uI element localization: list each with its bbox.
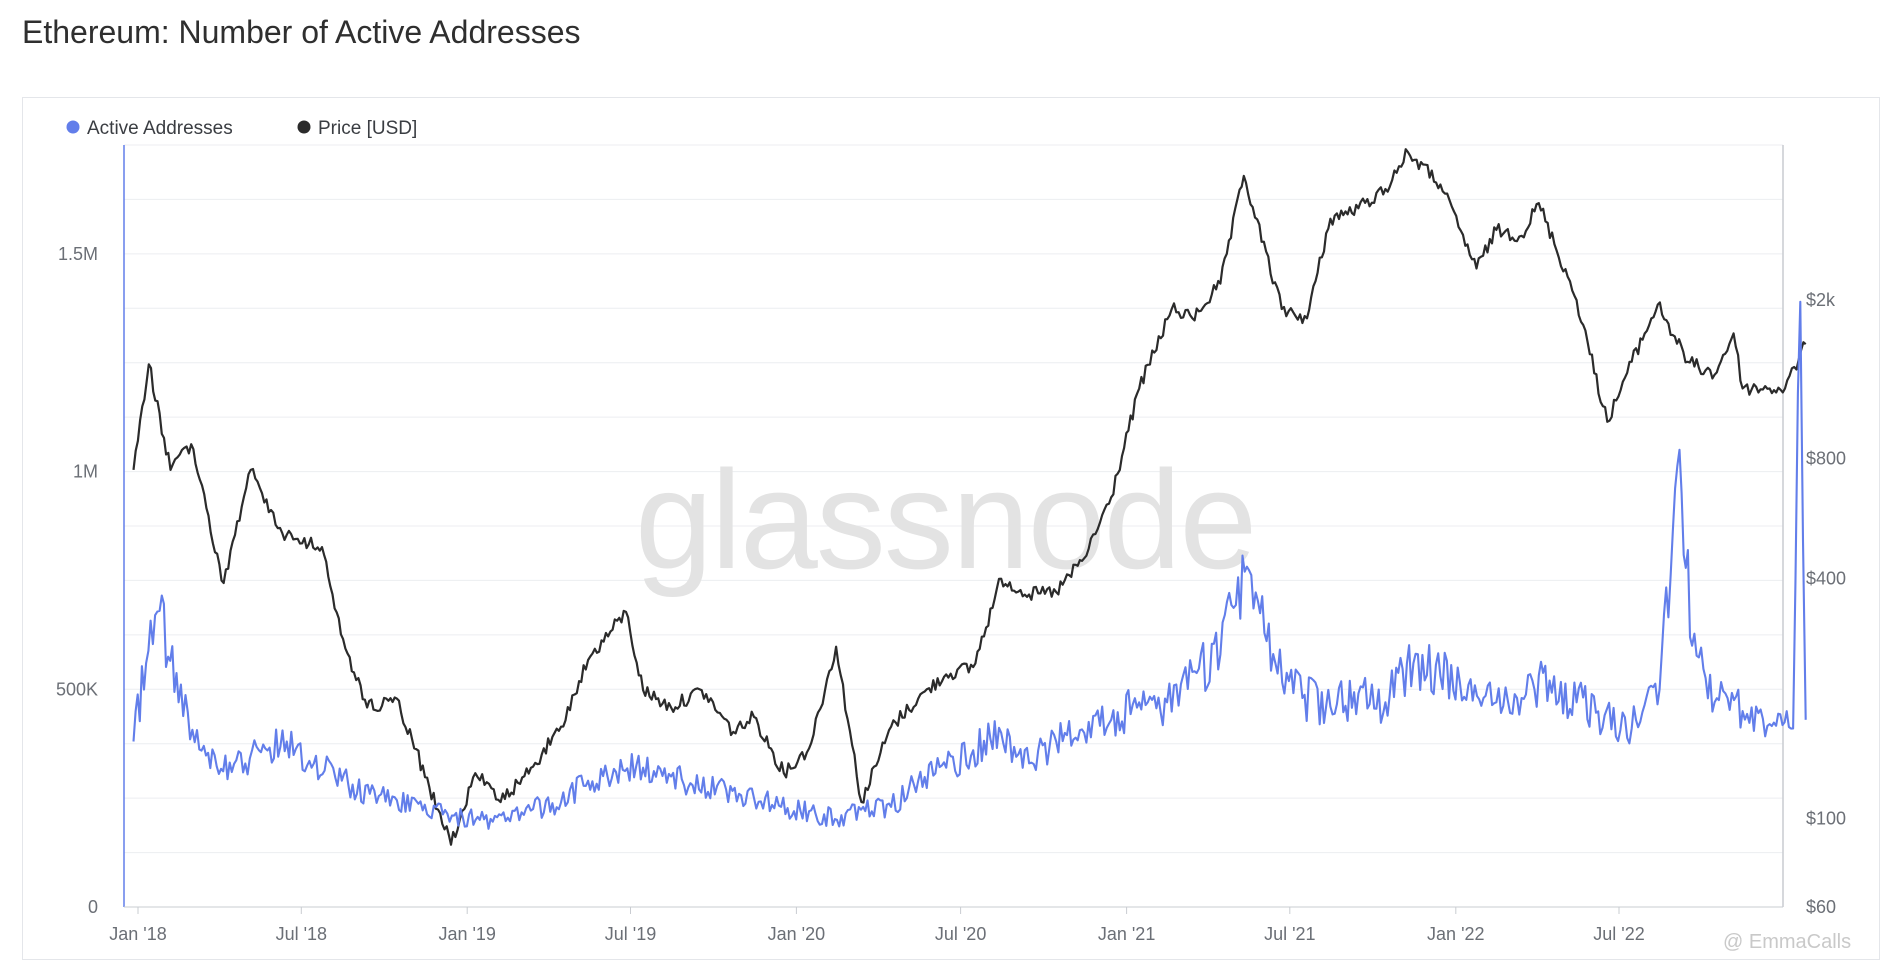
y-left-tick-label: 500K <box>56 679 98 699</box>
credit-text: @ EmmaCalls <box>1723 931 1851 953</box>
legend-swatch <box>297 120 311 134</box>
x-tick-label: Jan '22 <box>1427 924 1484 944</box>
y-right-tick-label: $800 <box>1806 449 1846 469</box>
legend: Active Addresses Price [USD] <box>66 118 417 139</box>
legend-item-label[interactable]: Price [USD] <box>318 118 417 139</box>
tick-labels: Jan '18 Jul '18 Jan '19 Jul '19 Jan '20 Jul '… <box>56 244 1846 944</box>
y-right-tick-label: $400 <box>1806 569 1846 589</box>
axes <box>123 145 1784 908</box>
grid-lines <box>124 144 1783 908</box>
legend-item-label[interactable]: Active Addresses <box>87 118 233 139</box>
x-tick-label: Jul '20 <box>935 924 986 944</box>
y-left-tick-label: 0 <box>88 897 98 917</box>
x-tick-label: Jan '21 <box>1098 924 1155 944</box>
chart-panel <box>22 97 1880 960</box>
x-tick-label: Jan '20 <box>768 924 825 944</box>
x-tick-label: Jul '18 <box>276 924 327 944</box>
x-tick-label: Jan '18 <box>109 924 166 944</box>
y-right-tick-label: $2k <box>1806 290 1836 310</box>
series-layer <box>132 148 1807 846</box>
x-tick-label: Jul '19 <box>605 924 656 944</box>
chart-title: Ethereum: Number of Active Addresses <box>22 14 581 50</box>
x-tick-label: Jan '19 <box>438 924 495 944</box>
x-tick-label: Jul '21 <box>1264 924 1315 944</box>
price-series-line <box>132 148 1807 846</box>
legend-swatch <box>66 120 80 134</box>
active-addresses-series-line <box>132 300 1807 830</box>
watermark-text: glassnode <box>635 441 1255 598</box>
y-left-tick-label: 1.5M <box>58 244 98 264</box>
x-tick-label: Jul '22 <box>1593 924 1644 944</box>
y-right-tick-label: $60 <box>1806 897 1836 917</box>
y-right-tick-label: $100 <box>1806 809 1846 829</box>
y-left-tick-label: 1M <box>73 462 98 482</box>
watermark: glassnode <box>635 441 1257 598</box>
